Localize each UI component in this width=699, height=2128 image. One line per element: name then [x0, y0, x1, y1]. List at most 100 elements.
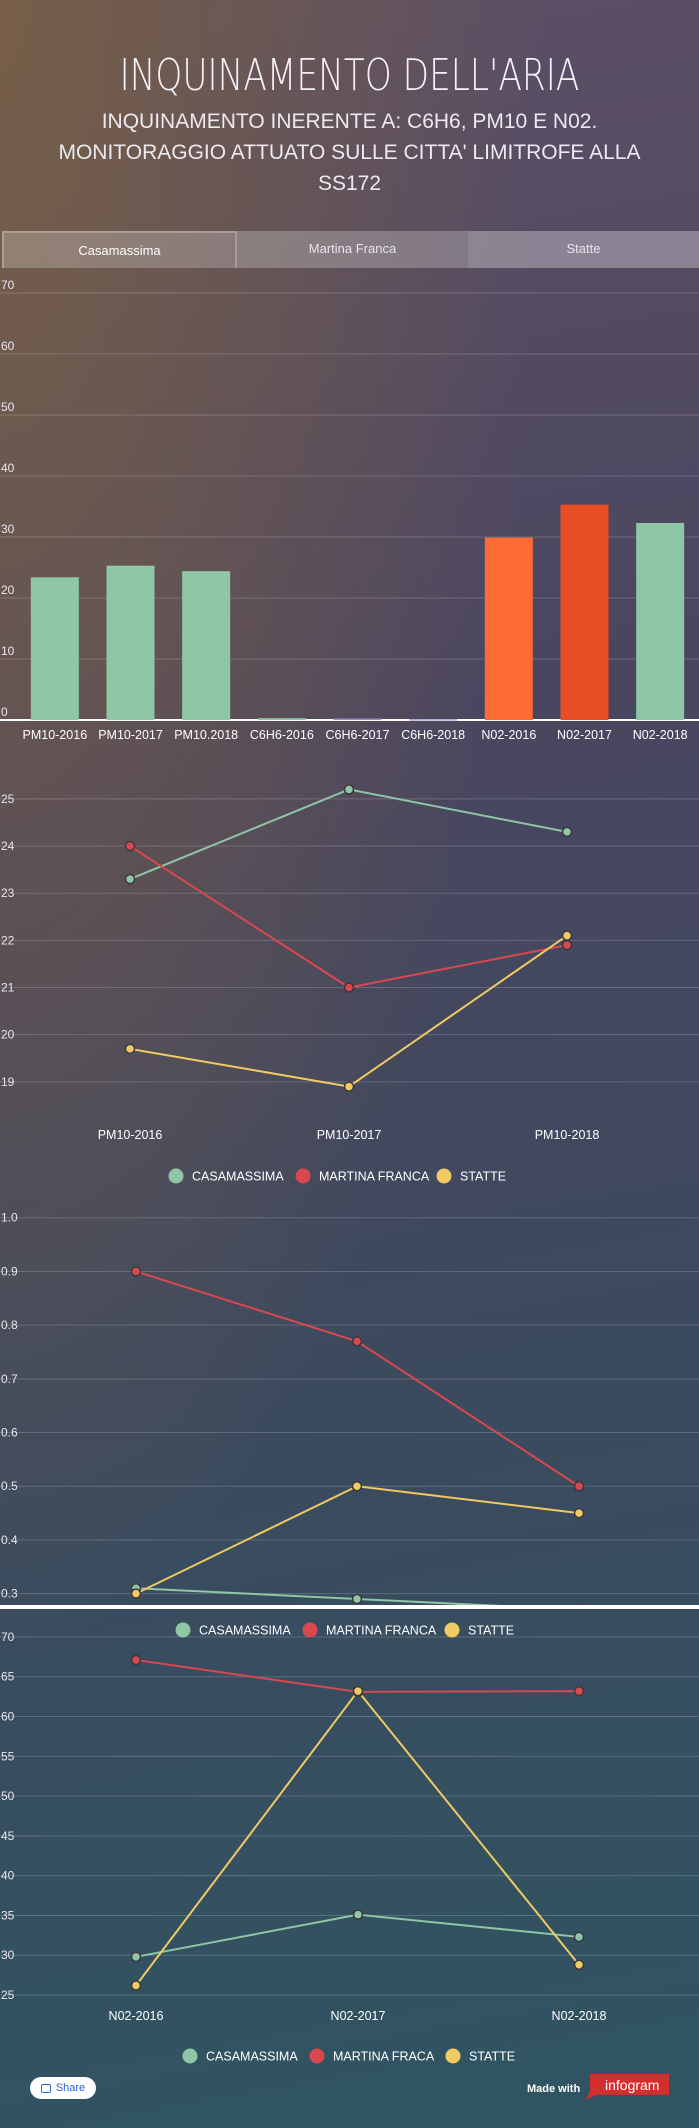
y-tick-label: 0.8: [1, 1318, 18, 1332]
x-tick-label: C6H6-2018: [401, 728, 465, 742]
data-point: [352, 1909, 364, 1920]
legend-marker: [309, 2048, 325, 2064]
x-tick-label: PM10-2016: [23, 728, 88, 742]
x-tick-label: PM10-2016: [98, 1128, 163, 1142]
legend-label: MARTINA FRANCA: [326, 1624, 437, 1638]
data-point: [124, 840, 136, 852]
share-label: Share: [55, 2082, 86, 2094]
y-tick-label: 65: [1, 1670, 15, 1684]
y-tick-label: 0.5: [1, 1479, 18, 1493]
y-tick-label: 60: [1, 339, 15, 353]
bar: [182, 571, 231, 720]
pm10-line-chart: 19 20 21 22 23 24 25 PM10-2016 PM10-2017 PM10-201…: [0, 784, 699, 1184]
y-tick-label: 70: [1, 1630, 15, 1644]
x-tick-label: N02-2016: [481, 728, 536, 742]
data-point: [561, 939, 573, 951]
data-point: [130, 1266, 142, 1277]
y-tick-label: 10: [1, 644, 15, 658]
data-point: [351, 1480, 363, 1492]
y-tick-label: 40: [1, 461, 15, 475]
y-tick-label: 20: [1, 583, 15, 597]
x-tick-label: N02-2017: [331, 2009, 386, 2023]
bar-chart: 0 10 20 30 40 50 60 70 PM10-2016 PM10-2017 PM10.20…: [0, 278, 699, 742]
legend-label: CASAMASSIMA: [206, 2050, 298, 2064]
x-tick-label: N02-2018: [552, 2009, 607, 2023]
data-point: [573, 1959, 585, 1971]
data-point: [343, 784, 355, 795]
legend-marker: [175, 1622, 191, 1638]
data-point: [352, 1685, 364, 1697]
y-tick-label: 23: [1, 886, 15, 900]
legend-marker: [182, 2048, 198, 2064]
x-tick-label: PM10.2018: [174, 728, 238, 742]
data-point: [130, 1951, 142, 1963]
bar: [560, 504, 609, 720]
legend-label: MARTINA FRANCA: [319, 1170, 430, 1184]
no2-line-chart: 25 30 35 40 45 50 55 60 65 70 N02-2016 N02-2017 N02-…: [0, 1622, 699, 2064]
legend-marker: [436, 1168, 452, 1184]
data-point: [343, 1081, 355, 1092]
tab-casamassima[interactable]: Casamassima: [2, 231, 237, 268]
y-tick-label: 60: [1, 1710, 15, 1724]
legend-marker: [168, 1168, 184, 1184]
x-tick-label: C6H6-2017: [326, 728, 390, 742]
legend-label: STATTE: [460, 1170, 506, 1184]
x-tick-label: C6H6-2016: [250, 728, 314, 742]
tab-martina-franca[interactable]: Martina Franca: [237, 231, 468, 268]
tab-statte[interactable]: Statte: [468, 231, 699, 268]
data-point: [343, 982, 355, 993]
y-tick-label: 25: [1, 792, 15, 806]
y-tick-label: 0.4: [1, 1533, 18, 1547]
y-tick-label: 0.6: [1, 1426, 18, 1440]
bar: [636, 522, 685, 720]
legend-label: STATTE: [469, 2050, 515, 2064]
x-tick-label: N02-2018: [633, 728, 688, 742]
data-point: [130, 1980, 142, 1991]
y-tick-label: 30: [1, 1948, 15, 1962]
share-icon: [40, 2083, 51, 2093]
city-tabs: Casamassima Martina Franca Statte: [2, 231, 699, 268]
y-tick-label: 70: [1, 278, 15, 292]
bar: [106, 565, 155, 720]
y-tick-label: 0.7: [1, 1372, 18, 1386]
x-tick-label: PM10-2018: [535, 1128, 600, 1142]
y-tick-label: 30: [1, 522, 15, 536]
bar: [409, 719, 458, 721]
y-tick-label: 0.3: [1, 1587, 18, 1601]
data-point: [130, 1654, 142, 1666]
legend-marker: [445, 2048, 461, 2064]
legend-label: CASAMASSIMA: [192, 1170, 284, 1184]
section-divider: [0, 1605, 699, 1609]
legend-label: STATTE: [468, 1624, 514, 1638]
x-tick-label: PM10-2017: [98, 728, 163, 742]
bar: [257, 718, 306, 720]
infogram-logo-text: infogram: [605, 2077, 660, 2093]
legend-marker: [444, 1622, 460, 1638]
legend-label: CASAMASSIMA: [199, 1624, 291, 1638]
x-tick-label: N02-2017: [557, 728, 612, 742]
bar: [333, 718, 382, 720]
legend-marker: [295, 1168, 311, 1184]
y-tick-label: 21: [1, 981, 15, 995]
series-line: [129, 845, 568, 989]
series-line: [129, 788, 568, 880]
data-point: [130, 1588, 142, 1599]
data-point: [351, 1335, 363, 1347]
made-with-label: Made with: [527, 2083, 581, 2095]
data-point: [573, 1480, 585, 1492]
data-point: [124, 1043, 136, 1055]
y-tick-label: 50: [1, 400, 15, 414]
data-point: [561, 930, 573, 941]
legend-label: MARTINA FRACA: [333, 2050, 435, 2064]
page-subtitle: INQUINAMENTO INERENTE A: C6H6, PM10 E N0…: [58, 110, 641, 195]
data-point: [573, 1685, 585, 1697]
c6h6-line-chart: 0.3 0.4 0.5 0.6 0.7 0.8 0.9 1.0: [0, 1211, 699, 1605]
share-button[interactable]: Share: [30, 2077, 96, 2099]
y-tick-label: 0.9: [1, 1264, 18, 1278]
footer: Share Made with infogram: [0, 2070, 699, 2128]
data-point: [351, 1593, 363, 1605]
data-point: [124, 873, 136, 885]
y-tick-label: 24: [1, 839, 15, 853]
y-tick-label: 55: [1, 1749, 15, 1763]
y-tick-label: 1.0: [1, 1211, 18, 1225]
